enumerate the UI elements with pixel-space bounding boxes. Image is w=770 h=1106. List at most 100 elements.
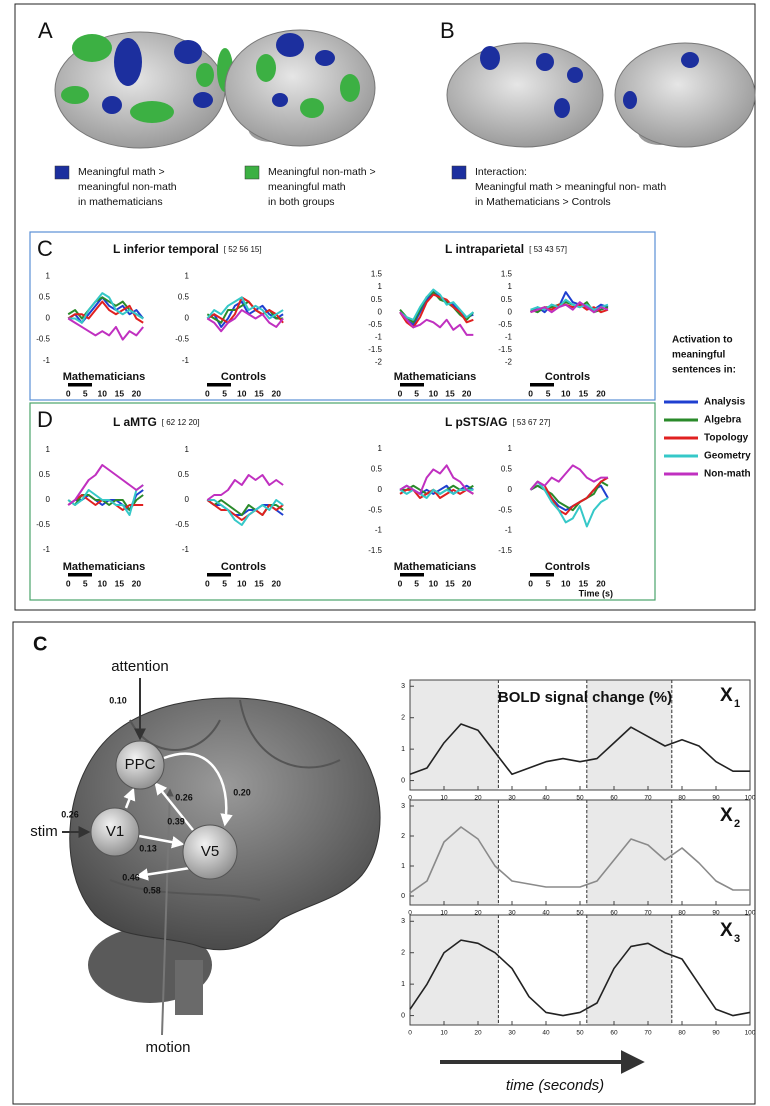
y-tick-label: -0.5 bbox=[498, 505, 512, 514]
x-tick-label: 20 bbox=[462, 388, 472, 398]
series-line bbox=[207, 499, 284, 526]
x-tick-label: 10 bbox=[98, 388, 108, 398]
x-tick-label: 0 bbox=[398, 578, 403, 588]
x-tick-label: 80 bbox=[678, 910, 686, 917]
stimulus-bar bbox=[207, 573, 231, 577]
x-tick-label: 15 bbox=[115, 388, 125, 398]
x-tick-label: 40 bbox=[542, 910, 550, 917]
region-name: L aMTG bbox=[113, 415, 157, 429]
series-line bbox=[206, 499, 284, 521]
block-shade bbox=[409, 679, 499, 791]
x-tick-label: 15 bbox=[445, 388, 455, 398]
y-tick-label: 3 bbox=[401, 683, 405, 690]
series-line bbox=[206, 474, 284, 501]
input-label: attention bbox=[111, 658, 169, 675]
series-line bbox=[206, 296, 284, 324]
y-tick-label: 0.5 bbox=[178, 470, 190, 479]
block-shade bbox=[586, 799, 673, 906]
x-tick-label: 10 bbox=[440, 795, 448, 802]
x-tick-label: 15 bbox=[579, 388, 589, 398]
group-label: Mathematicians bbox=[63, 561, 146, 573]
x-tick-label: 60 bbox=[610, 795, 618, 802]
edge-weight: 0.26 bbox=[175, 792, 193, 802]
x-tick-label: 15 bbox=[579, 578, 589, 588]
x-tick-label: 30 bbox=[508, 910, 516, 917]
y-tick-label: 0.5 bbox=[501, 465, 513, 474]
x-tick-label: 10 bbox=[561, 578, 571, 588]
panel-c-frame bbox=[29, 231, 656, 401]
legend-swatch bbox=[54, 165, 70, 180]
y-tick-label: 0 bbox=[508, 307, 513, 316]
signal-subscript: 2 bbox=[734, 818, 740, 830]
x-tick-label: 0 bbox=[528, 388, 533, 398]
x-tick-label: 0 bbox=[408, 1030, 412, 1037]
group-label: Controls bbox=[545, 371, 590, 383]
y-tick-label: -1 bbox=[43, 545, 51, 554]
y-tick-label: 1 bbox=[401, 981, 405, 988]
x-tick-label: 10 bbox=[561, 388, 571, 398]
input-weight: 0.10 bbox=[109, 695, 127, 705]
x-tick-label: 0 bbox=[408, 910, 412, 917]
x-tick-label: 20 bbox=[271, 578, 281, 588]
x-tick-label: 20 bbox=[596, 388, 606, 398]
x-tick-label: 15 bbox=[254, 388, 264, 398]
node-label: V5 bbox=[201, 843, 219, 860]
series-line bbox=[206, 300, 284, 328]
y-tick-label: -1 bbox=[375, 332, 383, 341]
y-tick-label: -0.5 bbox=[36, 335, 50, 344]
group-label: Controls bbox=[545, 561, 590, 573]
legend-label: Algebra bbox=[704, 415, 742, 426]
x-tick-label: 20 bbox=[474, 795, 482, 802]
y-tick-label: -1 bbox=[43, 356, 51, 365]
region-title: L inferior temporal [ 52 56 15] bbox=[113, 242, 262, 256]
signal-label: X bbox=[720, 805, 733, 826]
x-tick-label: 10 bbox=[440, 910, 448, 917]
panel-label: A bbox=[38, 18, 53, 43]
series-line bbox=[530, 301, 609, 314]
x-tick-label: 15 bbox=[115, 578, 125, 588]
stimulus-bar bbox=[400, 573, 424, 577]
series-line bbox=[399, 464, 474, 495]
y-tick-label: 2 bbox=[401, 833, 405, 840]
y-tick-label: 0.5 bbox=[371, 465, 383, 474]
x-tick-label: 20 bbox=[596, 578, 606, 588]
series-line bbox=[399, 288, 474, 321]
x-tick-label: 0 bbox=[398, 388, 403, 398]
x-tick-label: 0 bbox=[408, 795, 412, 802]
region-title: L pSTS/AG [ 53 67 27] bbox=[445, 415, 550, 429]
x-tick-label: 20 bbox=[474, 910, 482, 917]
x-tick-label: 10 bbox=[429, 578, 439, 588]
x-tick-label: 5 bbox=[222, 578, 227, 588]
brain-photo bbox=[62, 678, 381, 1036]
legend-text: in Mathematicians > Controls bbox=[475, 196, 611, 208]
edge-weight: 0.13 bbox=[139, 843, 157, 853]
region-coords: [ 53 67 27] bbox=[512, 418, 550, 427]
plot-title: BOLD signal change (%) bbox=[498, 689, 672, 706]
x-tick-label: 5 bbox=[546, 578, 551, 588]
x-tick-label: 10 bbox=[98, 578, 108, 588]
x-tick-label: 60 bbox=[610, 910, 618, 917]
x-tick-label: 10 bbox=[429, 388, 439, 398]
stimulus-bar bbox=[530, 383, 554, 387]
edge-weight: 0.39 bbox=[167, 816, 185, 826]
y-tick-label: -0.5 bbox=[498, 320, 512, 329]
y-tick-label: 3 bbox=[401, 918, 405, 925]
y-tick-label: 1 bbox=[185, 271, 190, 280]
y-tick-label: 0.5 bbox=[39, 470, 51, 479]
input-weight: 0.26 bbox=[61, 809, 79, 819]
group-label: Controls bbox=[221, 371, 266, 383]
y-tick-label: 1 bbox=[378, 444, 383, 453]
signal-label: X bbox=[720, 920, 733, 941]
y-tick-label: 0 bbox=[401, 893, 405, 900]
y-tick-label: 3 bbox=[401, 803, 405, 810]
x-tick-label: 90 bbox=[712, 1030, 720, 1037]
stimulus-bar bbox=[68, 573, 92, 577]
series-line bbox=[399, 488, 474, 499]
group-label: Controls bbox=[221, 561, 266, 573]
block-shade bbox=[409, 914, 499, 1026]
node-label: V1 bbox=[106, 823, 124, 840]
x-tick-label: 20 bbox=[271, 388, 281, 398]
y-tick-label: -2 bbox=[505, 358, 513, 367]
brain-render bbox=[54, 29, 756, 149]
signal-label: X bbox=[720, 685, 733, 706]
